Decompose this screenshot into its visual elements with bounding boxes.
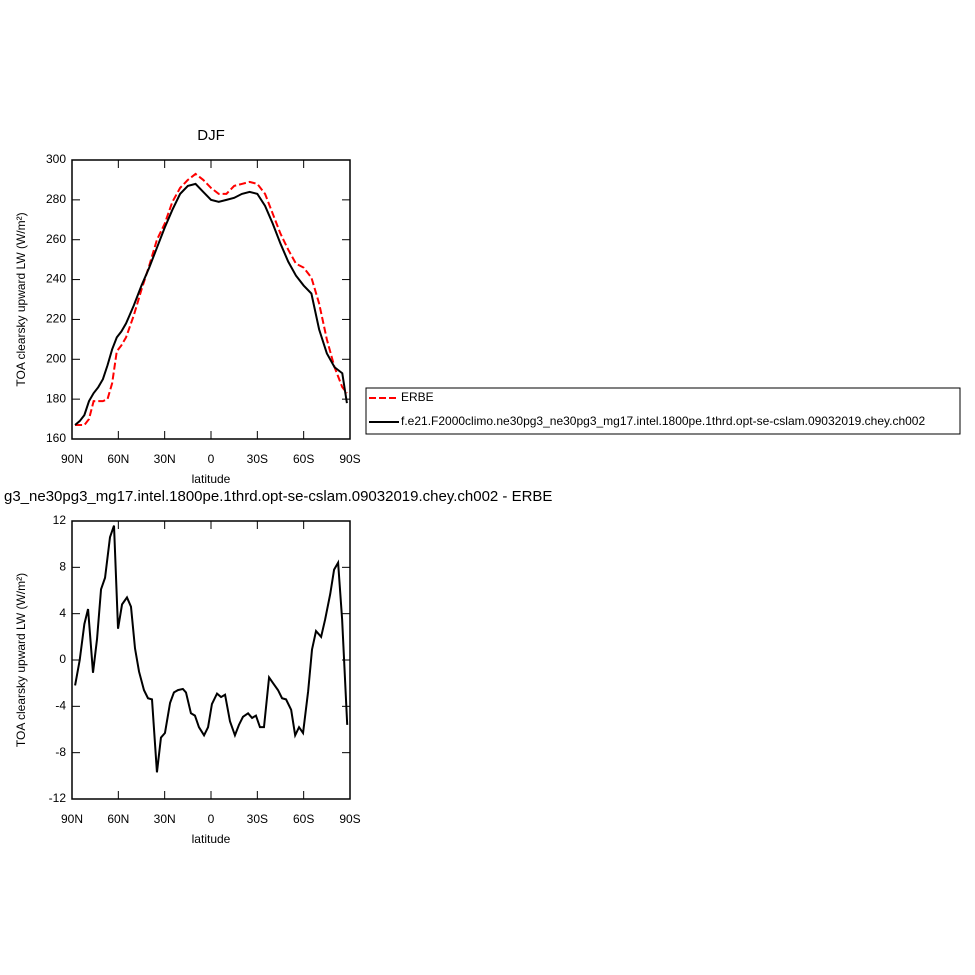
legend: ERBE f.e21.F2000climo.ne30pg3_ne30pg3_mg1… xyxy=(365,387,961,435)
y-tick-label: 180 xyxy=(46,391,66,405)
data-line xyxy=(75,172,348,427)
x-tick-label: 60N xyxy=(107,812,129,826)
x-tick-label: 60S xyxy=(293,812,314,826)
y-tick-label: -8 xyxy=(55,745,66,759)
data-line xyxy=(74,182,348,426)
y-tick-label: 260 xyxy=(46,232,66,246)
legend-label: ERBE xyxy=(401,390,434,404)
y-tick-label: -12 xyxy=(49,791,67,805)
y-tick-label: 240 xyxy=(46,272,66,286)
x-tick-label: 30S xyxy=(247,452,268,466)
plot-frame xyxy=(71,520,351,800)
y-tick-label: 8 xyxy=(59,560,66,574)
y-tick-label: 200 xyxy=(46,351,66,365)
x-tick-label: 90S xyxy=(339,812,360,826)
x-tick-label: 30N xyxy=(154,452,176,466)
plot-frame xyxy=(71,159,351,440)
x-tick-label: 90N xyxy=(61,812,83,826)
x-tick-label: 0 xyxy=(208,812,215,826)
y-axis-label: TOA clearsky upward LW (W/m²) xyxy=(14,212,28,386)
x-tick-label: 90S xyxy=(339,452,360,466)
y-tick-label: 220 xyxy=(46,312,66,326)
x-tick-label: 60N xyxy=(107,452,129,466)
y-tick-label: 4 xyxy=(59,606,66,620)
chart-title: DJF xyxy=(197,127,225,144)
x-tick-label: 60S xyxy=(293,452,314,466)
x-tick-label: 90N xyxy=(61,452,83,466)
y-tick-label: -4 xyxy=(55,699,66,713)
x-tick-label: 30N xyxy=(154,812,176,826)
x-tick-label: 30S xyxy=(247,812,268,826)
y-tick-label: 160 xyxy=(46,431,66,445)
chart-title: g3_ne30pg3_mg17.intel.1800pe.1thrd.opt-s… xyxy=(4,488,552,505)
y-tick-label: 300 xyxy=(46,152,66,166)
x-axis-label: latitude xyxy=(192,832,231,846)
legend-label: f.e21.F2000climo.ne30pg3_ne30pg3_mg17.in… xyxy=(401,414,925,428)
y-tick-label: 0 xyxy=(59,652,66,666)
data-line xyxy=(74,525,349,773)
y-tick-label: 12 xyxy=(53,513,67,527)
y-tick-label: 280 xyxy=(46,192,66,206)
y-axis-label: TOA clearsky upward LW (W/m²) xyxy=(14,573,28,747)
legend-box xyxy=(365,387,961,435)
x-tick-label: 0 xyxy=(208,452,215,466)
x-axis-label: latitude xyxy=(192,472,231,486)
